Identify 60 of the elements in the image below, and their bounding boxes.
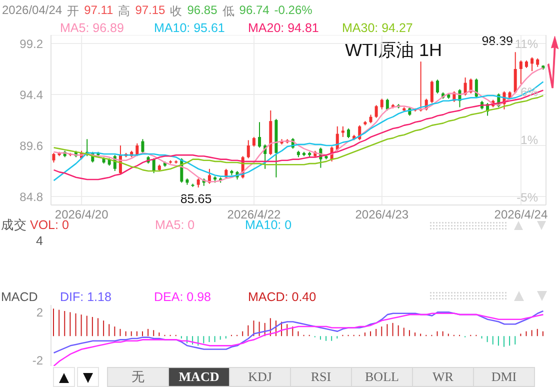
text: 2026/04/24 (2, 3, 62, 19)
text: 开 (67, 3, 80, 20)
y-tick-label: 2 (36, 305, 44, 320)
text: KDJ (229, 367, 291, 387)
text: 高 (118, 3, 130, 20)
text: MA30: 94.27 (342, 21, 414, 35)
candlestick (430, 80, 434, 104)
y-tick-label: 94.4 (20, 88, 44, 102)
candlestick (436, 79, 439, 94)
series-label: MACD: 0.40 (248, 290, 318, 304)
text: MA10: 95.61 (154, 21, 226, 35)
text: MA20: 94.81 (248, 21, 320, 35)
y-tick-label: -2 (32, 353, 44, 368)
text: 4 (36, 234, 43, 248)
text: 96.74 (239, 3, 270, 19)
candlestick (258, 122, 262, 148)
candlestick (341, 126, 344, 138)
y-tick-label: 99.2 (20, 36, 44, 51)
candlestick (514, 52, 517, 94)
y-tick-label: 84.8 (20, 190, 44, 204)
y2-tick-label: 11% (514, 36, 538, 51)
x-tick-label: 2026/4/24 (494, 208, 548, 222)
candlestick (530, 56, 534, 72)
text: MA5: 0 (155, 218, 195, 232)
text: 96.85 (187, 3, 218, 19)
y2-tick-label: -5% (516, 190, 538, 205)
y-tick-label: 89.6 (20, 138, 44, 153)
text: 97.15 (135, 3, 166, 19)
candlestick (386, 98, 389, 111)
candlestick (252, 136, 256, 148)
text: 成交 (1, 218, 27, 232)
text: MA10: 0 (245, 218, 292, 232)
text: DEA: 0.98 (154, 290, 212, 304)
candlestick (246, 140, 250, 159)
text: 97.11 (84, 3, 114, 19)
candlestick (469, 78, 472, 94)
candlestick (374, 104, 378, 118)
y2-tick-label: 1% (520, 132, 538, 147)
candlestick (141, 138, 144, 154)
y-axis-title: MACD (1, 290, 38, 304)
candlestick (347, 128, 350, 139)
text: 收 (170, 3, 182, 20)
candlestick (474, 78, 478, 98)
x-tick-label: 2026/4/23 (355, 208, 409, 222)
text: MA5: 96.89 (60, 21, 125, 35)
text: -0.26% (274, 3, 312, 19)
candlestick (52, 152, 56, 163)
candlestick (380, 98, 384, 110)
text: RSI (290, 367, 352, 387)
candlestick (196, 178, 200, 188)
text: VOL: 0 (30, 218, 69, 232)
text: WR (412, 367, 474, 387)
text: BOLL (351, 367, 413, 387)
line-series (53, 310, 544, 354)
text: DMI (473, 367, 535, 387)
text: 低 (222, 3, 234, 20)
text: 无 (107, 367, 169, 387)
text: MACD (168, 367, 230, 387)
candlestick (519, 60, 522, 84)
text: DIF: 1.18 (60, 290, 112, 304)
